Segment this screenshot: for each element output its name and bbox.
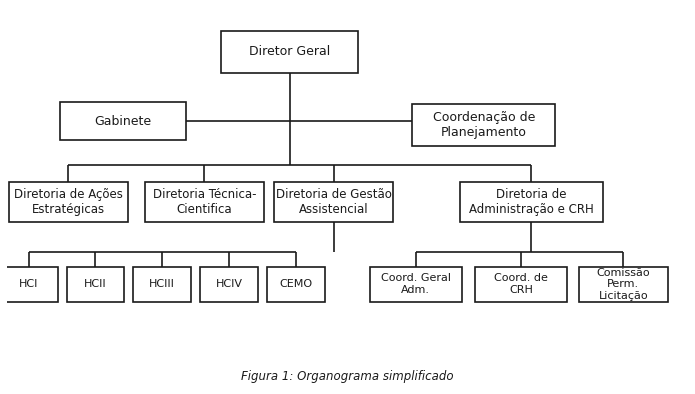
Text: Diretoria de Gestão
Assistencial: Diretoria de Gestão Assistencial [276, 188, 392, 216]
FancyBboxPatch shape [579, 267, 668, 302]
FancyBboxPatch shape [460, 182, 603, 222]
FancyBboxPatch shape [60, 102, 186, 140]
FancyBboxPatch shape [370, 267, 461, 302]
Text: HCIV: HCIV [215, 279, 243, 289]
Text: Diretoria Técnica-
Cientifica: Diretoria Técnica- Cientifica [153, 188, 256, 216]
FancyBboxPatch shape [275, 182, 393, 222]
Text: HCIII: HCIII [149, 279, 175, 289]
Text: HCI: HCI [19, 279, 38, 289]
FancyBboxPatch shape [200, 267, 258, 302]
FancyBboxPatch shape [67, 267, 124, 302]
FancyBboxPatch shape [8, 182, 128, 222]
FancyBboxPatch shape [412, 104, 555, 146]
FancyBboxPatch shape [133, 267, 191, 302]
FancyBboxPatch shape [222, 30, 358, 72]
Text: Coord. de
CRH: Coord. de CRH [494, 273, 548, 295]
Text: Figura 1: Organograma simplificado: Figura 1: Organograma simplificado [241, 370, 454, 383]
Text: Comissão
Perm.
Licitação: Comissão Perm. Licitação [596, 268, 650, 301]
Text: Diretoria de
Administração e CRH: Diretoria de Administração e CRH [469, 188, 594, 216]
Text: Coordenação de
Planejamento: Coordenação de Planejamento [432, 111, 535, 139]
FancyBboxPatch shape [145, 182, 264, 222]
Text: HCII: HCII [84, 279, 107, 289]
Text: Diretor Geral: Diretor Geral [249, 45, 330, 58]
Text: CEMO: CEMO [279, 279, 312, 289]
Text: Coord. Geral
Adm.: Coord. Geral Adm. [381, 273, 450, 295]
FancyBboxPatch shape [267, 267, 325, 302]
Text: Diretoria de Ações
Estratégicas: Diretoria de Ações Estratégicas [14, 188, 123, 216]
Text: Gabinete: Gabinete [95, 115, 152, 128]
FancyBboxPatch shape [0, 267, 58, 302]
FancyBboxPatch shape [475, 267, 567, 302]
